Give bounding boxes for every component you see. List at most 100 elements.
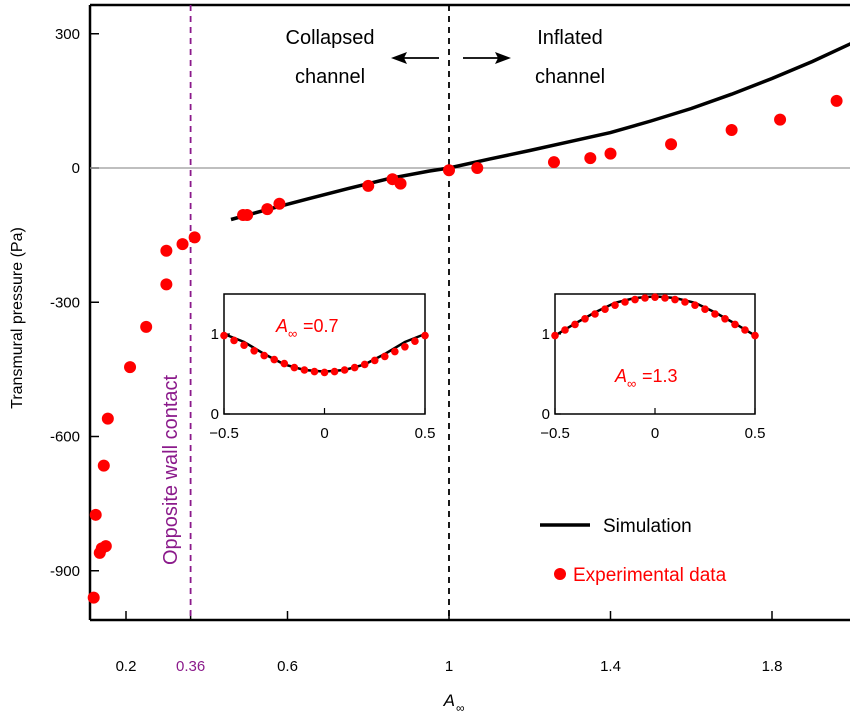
x-tick-label: 1.4 (600, 658, 621, 675)
inset-experimental-point (611, 301, 619, 310)
inset-experimental-point (621, 298, 629, 306)
inset-experimental-point (300, 366, 309, 374)
inset-experimental-point (280, 359, 289, 368)
inset-experimental-point (641, 294, 649, 302)
experimental-point (547, 156, 560, 169)
experimental-point (188, 231, 201, 244)
inset-experimental-point (731, 320, 739, 329)
inset-experimental-point (671, 295, 679, 304)
experimental-point (774, 113, 787, 126)
inset-experimental-point (391, 347, 399, 356)
experimental-point (725, 123, 738, 136)
experimental-point (830, 94, 843, 107)
opposite-wall-contact-label: Opposite wall contact (160, 375, 182, 566)
inset-experimental-point (330, 367, 339, 376)
experimental-point (665, 138, 678, 151)
experimental-point (124, 361, 137, 374)
simulation-layer (230, 42, 850, 222)
inset-experimental-point (691, 301, 699, 310)
inset-label-value: =0.7 (303, 316, 339, 336)
inset-x-tick-label: 0 (651, 425, 659, 442)
experimental-point (362, 179, 375, 192)
inset-experimental-point (340, 366, 349, 374)
inset-label-sub: ∞ (627, 376, 636, 391)
inset-experimental-point (681, 298, 689, 306)
y-tick-label: 0 (72, 160, 80, 177)
inset-y-tick-label: 0 (211, 406, 219, 423)
x-axis-title-sub: ∞ (456, 701, 465, 714)
inset-experimental-point (571, 320, 579, 329)
experimental-point (241, 208, 254, 221)
inset-x-tick-label: 0.5 (745, 425, 766, 442)
inset-label-main: A (614, 366, 627, 386)
inset-experimental-point (411, 337, 419, 346)
right-arrow-icon (463, 52, 511, 64)
inset-experimental-point (350, 363, 359, 372)
inset-experimental-point (601, 305, 609, 314)
axes: 0.2 0.36 0.6 1 1.4 1.8 300 0 -300 -600 -900 (50, 26, 782, 675)
experimental-point (160, 278, 173, 291)
experimental-point (604, 147, 617, 160)
inset-experimental-point (320, 368, 329, 377)
experimental-point (584, 152, 597, 165)
inset-label-sub: ∞ (288, 326, 297, 341)
inset-panel-right: −0.5 0 0.5 0 1 A ∞ =1.3 (540, 293, 765, 442)
inset-x-tick-label: −0.5 (540, 425, 570, 442)
experimental-layer (87, 94, 843, 604)
y-tick-label: -300 (50, 294, 80, 311)
inset-experimental-point (581, 315, 589, 323)
x-tick-label: 0.6 (277, 658, 298, 675)
x-tick-label: 1 (445, 658, 453, 675)
experimental-point (87, 591, 100, 604)
collapsed-annotation: Collapsed channel (286, 27, 439, 88)
experimental-point (443, 164, 455, 177)
x-axis-title-main: A (443, 691, 455, 710)
inset-experimental-point (631, 295, 639, 304)
experimental-point (89, 508, 102, 521)
y-tick-label: -900 (50, 563, 80, 580)
inset-y-tick-label: 1 (211, 326, 219, 343)
left-arrow-icon (391, 52, 439, 64)
x-tick-label: 0.36 (176, 658, 205, 675)
experimental-point (101, 412, 114, 425)
reference-lines (90, 5, 850, 620)
inset-y-tick-label: 0 (542, 406, 550, 423)
inset-experimental-point (651, 293, 659, 302)
inset-y-tick-label: 1 (542, 326, 550, 343)
experimental-point (140, 320, 153, 333)
inset-experimental-point (721, 315, 729, 323)
inset-x-tick-label: 0.5 (415, 425, 436, 442)
inset-experimental-point (561, 326, 569, 334)
inflated-label-line2: channel (535, 66, 605, 88)
inset-label-value: =1.3 (642, 366, 678, 386)
inset-experimental-point (310, 367, 319, 376)
inset-label-main: A (275, 316, 288, 336)
x-tick-label: 0.2 (116, 658, 137, 675)
inset-panel-left: −0.5 0 0.5 0 1 A ∞ =0.7 (209, 293, 436, 442)
x-tick-label: 1.8 (762, 658, 783, 675)
inset-experimental-point (270, 355, 279, 364)
inset-experimental-point (290, 363, 299, 372)
inflated-label-line1: Inflated (537, 27, 603, 49)
experimental-point (394, 177, 407, 190)
inset-experimental-point (250, 347, 258, 355)
inset-experimental-point (421, 331, 429, 340)
legend-label-simulation: Simulation (603, 516, 692, 537)
y-axis-title: Transmural pressure (Pa) (9, 227, 26, 409)
experimental-point (176, 238, 189, 251)
experimental-point (261, 203, 274, 216)
x-axis-title: A ∞ (443, 691, 465, 714)
inset-experimental-point (381, 352, 389, 361)
simulation-line (230, 42, 850, 222)
inset-experimental-point (661, 294, 669, 302)
experimental-point (97, 459, 110, 472)
y-tick-label: 300 (55, 26, 80, 43)
inset-experimental-point (591, 310, 599, 318)
inset-experimental-point (751, 331, 759, 340)
inset-x-tick-label: 0 (320, 425, 328, 442)
experimental-point (160, 244, 173, 257)
collapsed-label-line2: channel (295, 66, 365, 88)
plot-frame (88, 3, 850, 622)
inset-experimental-point (260, 351, 269, 360)
